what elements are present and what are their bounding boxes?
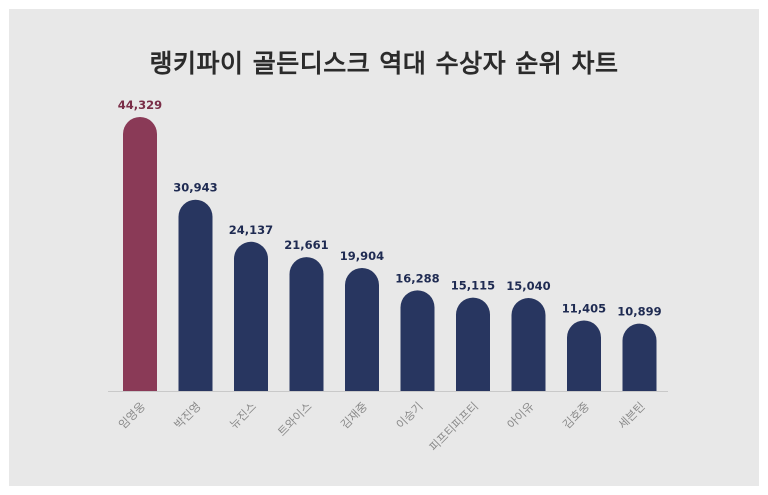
data-label: 24,137 [229,223,273,237]
bar [234,241,268,391]
bar [567,320,601,391]
chart-title: 랭키파이 골든디스크 역대 수상자 순위 차트 [149,49,619,78]
bar [456,297,490,391]
data-label: 15,040 [506,279,550,293]
x-tick-label: 세븐틴 [615,399,647,431]
x-tick-label: 뉴진스 [227,399,259,431]
data-label: 16,288 [395,271,439,285]
x-tick-label: 김재중 [338,399,370,431]
data-label: 11,405 [562,302,606,316]
data-label: 21,661 [284,238,328,252]
data-label: 19,904 [340,249,384,263]
x-tick-label: 아이유 [504,399,536,431]
x-tick-label: 임영웅 [116,399,148,431]
bar [400,290,435,391]
bar [289,257,324,391]
bar [622,323,657,391]
x-tick-label: 피프티피프티 [426,399,481,454]
data-label: 15,115 [451,279,495,293]
data-label: 30,943 [173,181,217,195]
bar [178,199,213,391]
bar [345,267,379,391]
x-tick-label: 트와이스 [275,399,315,439]
data-label: 44,329 [118,98,162,112]
bar [123,117,157,391]
data-label: 10,899 [617,305,661,319]
x-tick-label: 이승기 [393,399,425,431]
bar [511,298,546,391]
x-tick-label: 박진영 [171,399,203,431]
x-tick-label: 김호중 [560,399,592,431]
